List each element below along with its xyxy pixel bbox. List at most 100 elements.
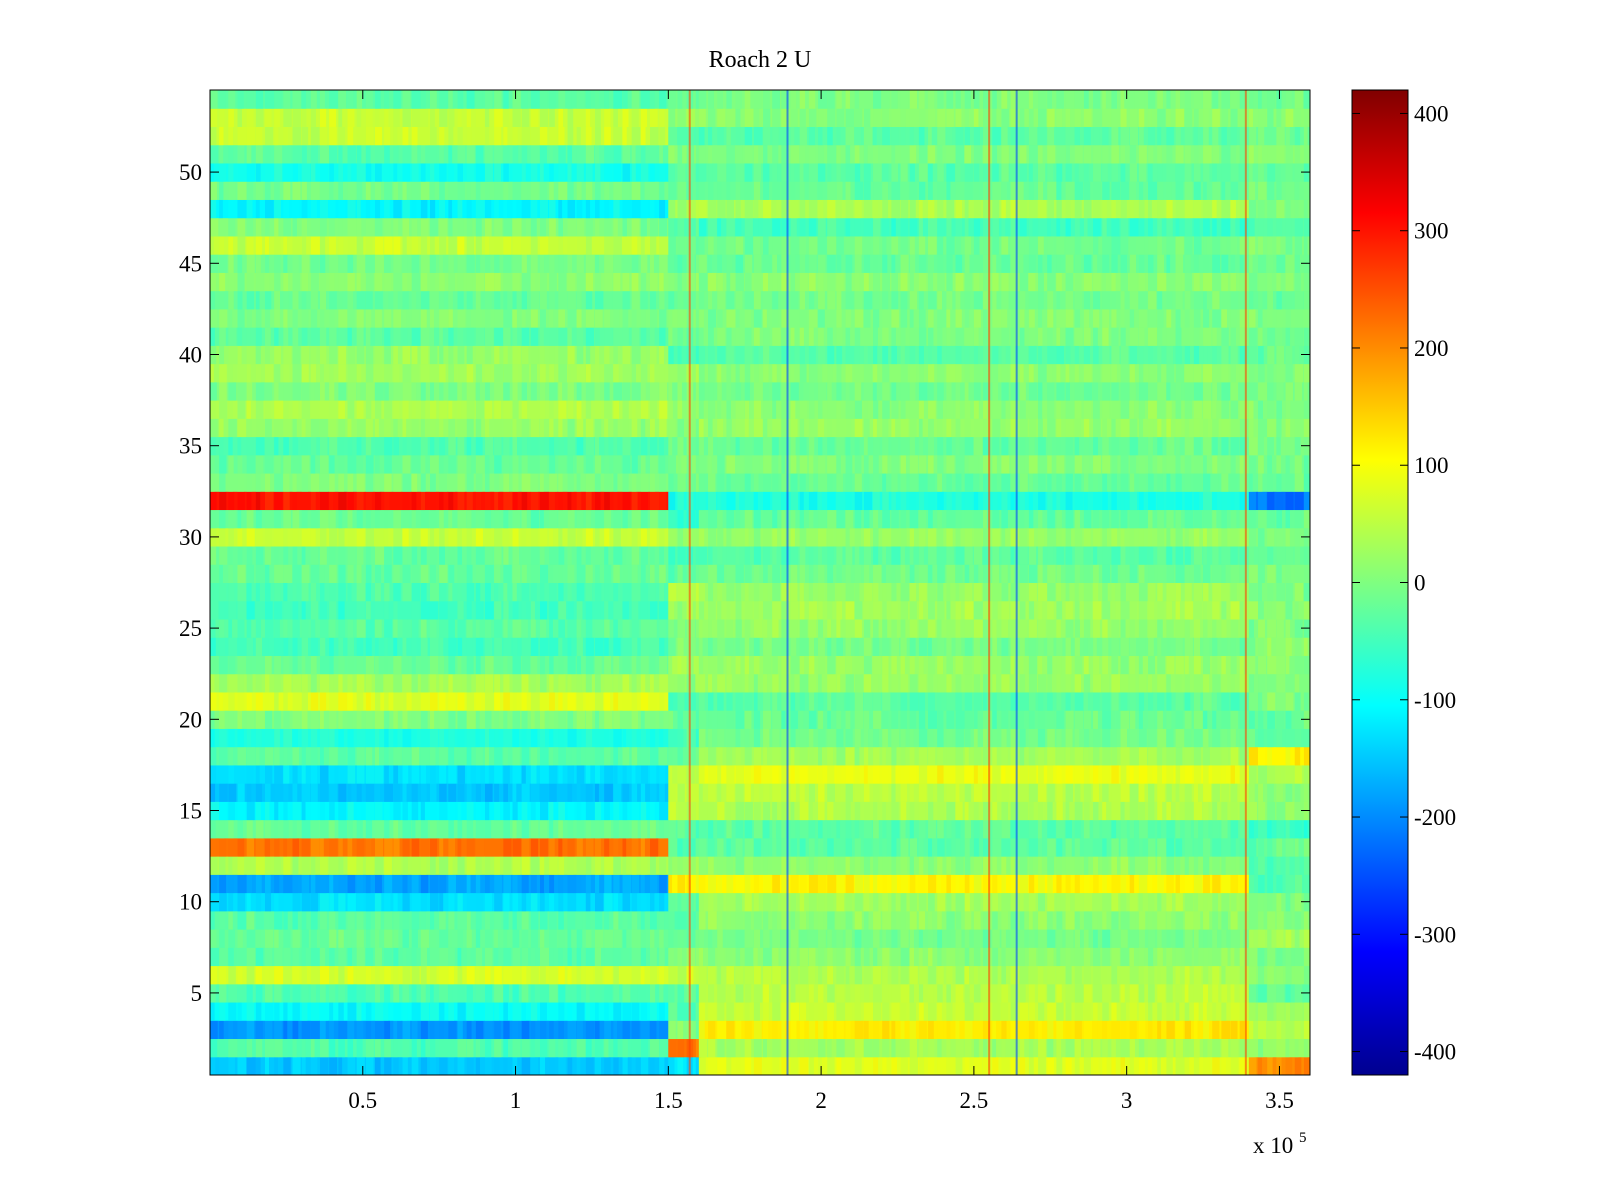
heatmap-noise — [781, 582, 791, 602]
heatmap-noise — [983, 728, 988, 748]
heatmap-noise — [695, 983, 701, 1003]
heatmap-noise — [836, 381, 842, 401]
heatmap-noise — [790, 1020, 797, 1040]
heatmap-noise — [255, 728, 262, 748]
heatmap-noise — [430, 764, 436, 784]
heatmap-noise — [1102, 965, 1107, 985]
heatmap-noise — [1129, 655, 1136, 675]
heatmap-noise — [1093, 1002, 1098, 1021]
heatmap-noise — [698, 655, 704, 675]
heatmap-noise — [873, 691, 881, 711]
heatmap-noise — [576, 345, 584, 365]
heatmap-noise — [338, 1056, 343, 1075]
heatmap-noise — [320, 764, 329, 784]
heatmap-noise — [863, 929, 871, 948]
heatmap-noise — [1294, 783, 1301, 802]
heatmap-noise — [1166, 381, 1171, 401]
heatmap-noise — [1258, 600, 1264, 620]
heatmap-noise — [1258, 874, 1265, 894]
heatmap-noise — [1148, 1020, 1153, 1040]
heatmap-noise — [882, 363, 890, 383]
heatmap-noise — [1175, 600, 1180, 620]
heatmap-noise — [292, 965, 300, 985]
heatmap-noise — [668, 983, 675, 1003]
heatmap-noise — [1221, 1002, 1227, 1021]
heatmap-noise — [585, 1002, 590, 1021]
heatmap-noise — [1065, 363, 1070, 383]
heatmap-noise — [1083, 691, 1088, 711]
heatmap-noise — [818, 473, 828, 492]
heatmap-noise — [1010, 892, 1020, 912]
heatmap-noise — [836, 691, 844, 711]
heatmap-noise — [1047, 673, 1053, 693]
heatmap-noise — [1285, 947, 1292, 967]
heatmap-noise — [1175, 947, 1182, 967]
heatmap-noise — [1047, 929, 1056, 948]
heatmap-noise — [1010, 582, 1020, 602]
heatmap-noise — [1047, 637, 1054, 656]
heatmap-noise — [937, 363, 945, 383]
heatmap-noise — [1138, 509, 1148, 529]
heatmap-noise — [1248, 764, 1257, 784]
heatmap-noise — [1148, 783, 1155, 802]
heatmap-noise — [909, 965, 918, 985]
heatmap-noise — [320, 691, 327, 711]
heatmap-noise — [540, 546, 545, 565]
heatmap-noise — [1019, 637, 1025, 656]
heatmap-noise — [854, 691, 864, 711]
heatmap-noise — [1221, 874, 1231, 894]
heatmap-noise — [622, 564, 629, 583]
heatmap-noise — [677, 710, 683, 729]
heatmap-noise — [1120, 892, 1127, 912]
heatmap-noise — [320, 929, 329, 948]
heatmap-noise — [668, 947, 674, 967]
heatmap-noise — [1258, 691, 1263, 711]
heatmap-noise — [604, 637, 609, 656]
heatmap-noise — [650, 618, 657, 638]
heatmap-noise — [210, 910, 215, 930]
heatmap-noise — [530, 965, 539, 985]
heatmap-noise — [219, 728, 227, 748]
heatmap-noise — [873, 418, 877, 438]
heatmap-noise — [1212, 491, 1218, 511]
heatmap-noise — [973, 856, 982, 875]
heatmap-noise — [808, 764, 818, 784]
heatmap-noise — [937, 1002, 942, 1021]
heatmap-noise — [1056, 582, 1062, 602]
heatmap-noise — [668, 618, 674, 638]
heatmap-noise — [292, 910, 298, 930]
heatmap-noise — [604, 655, 612, 675]
heatmap-noise — [1221, 400, 1230, 419]
heatmap-noise — [1129, 1056, 1134, 1075]
heatmap-noise — [1175, 491, 1183, 511]
heatmap-noise — [402, 546, 408, 565]
heatmap-noise — [918, 618, 928, 638]
heatmap-noise — [650, 509, 658, 529]
heatmap-noise — [622, 345, 631, 365]
heatmap-noise — [494, 874, 502, 894]
heatmap-noise — [1248, 363, 1255, 383]
heatmap-noise — [1120, 363, 1130, 383]
heatmap-noise — [384, 363, 393, 383]
heatmap-noise — [983, 546, 991, 565]
heatmap-noise — [1138, 673, 1147, 693]
heatmap-noise — [1038, 801, 1044, 821]
heatmap-noise — [1276, 564, 1282, 583]
heatmap-noise — [1258, 746, 1266, 766]
heatmap-noise — [640, 783, 646, 802]
heatmap-noise — [411, 418, 419, 438]
heatmap-noise — [983, 910, 990, 930]
heatmap-noise — [411, 1056, 419, 1075]
heatmap-noise — [219, 929, 225, 948]
heatmap-noise — [1111, 947, 1120, 967]
heatmap-noise — [955, 965, 964, 985]
heatmap-noise — [365, 582, 371, 602]
heatmap-noise — [1203, 345, 1208, 365]
heatmap-noise — [1120, 983, 1125, 1003]
heatmap-noise — [1093, 436, 1099, 456]
heatmap-noise — [1065, 582, 1070, 602]
heatmap-noise — [595, 728, 604, 748]
heatmap-noise — [503, 801, 510, 821]
heatmap-noise — [439, 874, 447, 894]
heatmap-noise — [1083, 1020, 1093, 1040]
